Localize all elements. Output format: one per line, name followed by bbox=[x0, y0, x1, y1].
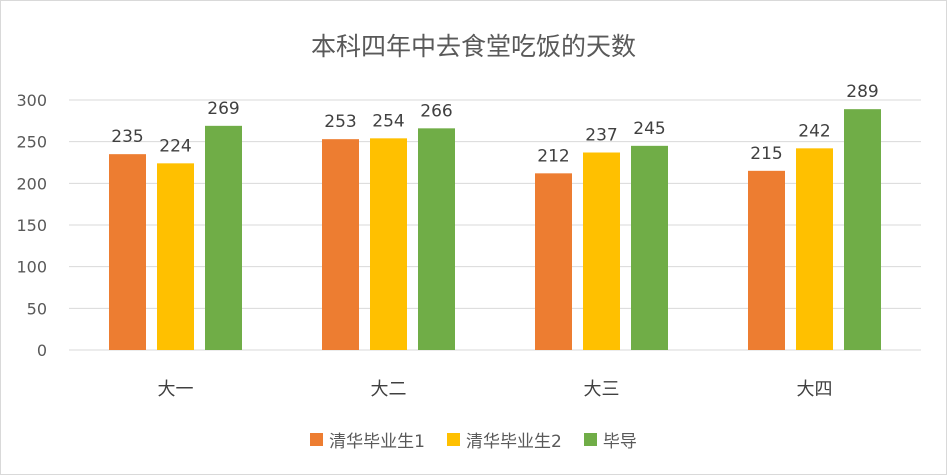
data-label: 224 bbox=[159, 136, 191, 156]
bar bbox=[844, 109, 881, 351]
x-tick-label: 大一 bbox=[158, 379, 194, 400]
bar bbox=[796, 148, 833, 350]
bar bbox=[205, 125, 242, 350]
y-tick-label: 100 bbox=[16, 258, 47, 277]
y-tick-label: 200 bbox=[16, 174, 47, 193]
data-label: 235 bbox=[111, 127, 143, 147]
legend-label: 清华毕业生1 bbox=[329, 432, 425, 452]
data-label: 269 bbox=[207, 99, 239, 119]
bar bbox=[322, 139, 359, 350]
x-tick-label: 大二 bbox=[371, 379, 407, 400]
y-tick-label: 250 bbox=[16, 133, 47, 152]
chart-title: 本科四年中去食堂吃饭的天数 bbox=[310, 32, 636, 61]
legend-swatch bbox=[310, 433, 324, 446]
y-tick-label: 50 bbox=[27, 299, 47, 318]
y-tick-label: 150 bbox=[16, 216, 47, 235]
y-tick-label: 300 bbox=[16, 91, 47, 110]
legend-item: 清华毕业生2 bbox=[447, 427, 562, 452]
legend: 清华毕业生1 清华毕业生2 毕导 bbox=[1, 427, 946, 452]
bar bbox=[631, 145, 668, 350]
plot-area: 0 50 100 150 200 250 300 235 224 269 大一 253 254 266 大二… bbox=[16, 82, 921, 400]
legend-label: 毕导 bbox=[602, 432, 637, 452]
bar bbox=[109, 154, 146, 350]
bar bbox=[583, 152, 620, 350]
bar bbox=[157, 163, 194, 350]
bar bbox=[370, 138, 407, 350]
bar bbox=[418, 128, 455, 350]
data-label: 253 bbox=[324, 112, 356, 132]
legend-item: 毕导 bbox=[583, 427, 637, 452]
data-label: 266 bbox=[420, 101, 452, 121]
data-label: 242 bbox=[798, 121, 830, 141]
data-label: 245 bbox=[633, 119, 665, 139]
data-label: 289 bbox=[846, 82, 878, 102]
x-tick-label: 大三 bbox=[584, 379, 620, 400]
data-label: 237 bbox=[585, 126, 617, 146]
x-tick-label: 大四 bbox=[797, 379, 833, 400]
legend-item: 清华毕业生1 bbox=[310, 427, 425, 452]
bar bbox=[748, 170, 785, 350]
data-label: 254 bbox=[372, 111, 404, 131]
y-tick-label: 0 bbox=[37, 341, 47, 360]
data-label: 215 bbox=[750, 144, 782, 164]
data-label: 212 bbox=[537, 146, 569, 166]
legend-swatch bbox=[583, 433, 597, 446]
bar bbox=[535, 173, 572, 350]
legend-label: 清华毕业生2 bbox=[466, 432, 562, 452]
legend-swatch bbox=[447, 433, 460, 446]
